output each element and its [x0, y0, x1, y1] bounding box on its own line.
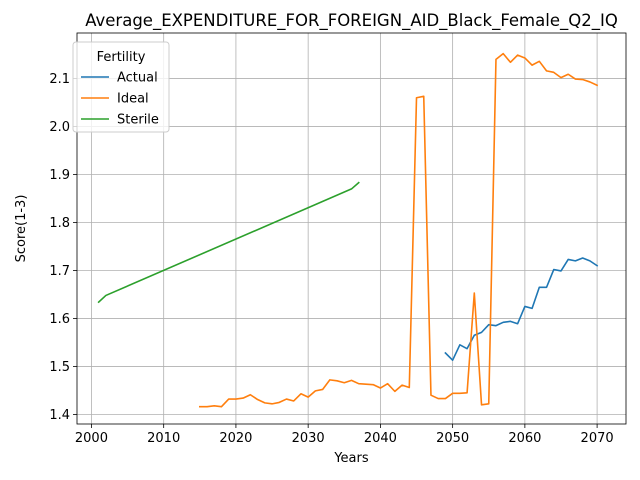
legend-label-sterile: Sterile: [117, 113, 159, 128]
x-tick-label: 2050: [436, 431, 469, 446]
x-tick-label: 2070: [581, 431, 614, 446]
x-axis-ticks: 2000 2010 2020 2030 2040 2050 2060 2070: [75, 424, 614, 446]
series-line-sterile: [97, 181, 360, 304]
x-tick-label: 2040: [364, 431, 397, 446]
grid-lines: [77, 33, 626, 424]
legend-items: Actual Ideal Sterile: [81, 71, 159, 128]
y-tick-label: 1.6: [49, 312, 70, 327]
legend-box: [72, 41, 170, 133]
chart-title: Average_EXPENDITURE_FOR_FOREIGN_AID_Blac…: [85, 11, 618, 31]
y-tick-label: 1.5: [49, 360, 70, 375]
legend-label-ideal: Ideal: [117, 92, 149, 107]
y-axis-label: Score(1-3): [14, 195, 29, 263]
series-lines: [97, 52, 599, 408]
y-tick-label: 1.9: [49, 168, 70, 183]
x-tick-label: 2010: [147, 431, 180, 446]
y-tick-label: 2.0: [49, 120, 70, 135]
y-tick-label: 1.8: [49, 216, 70, 231]
series-line-ideal: [199, 52, 599, 408]
y-tick-label: 1.7: [49, 264, 70, 279]
x-tick-label: 2000: [75, 431, 108, 446]
y-tick-label: 2.1: [49, 72, 70, 87]
x-tick-label: 2060: [508, 431, 541, 446]
legend-label-actual: Actual: [117, 71, 158, 86]
y-tick-label: 1.4: [49, 408, 70, 423]
legend-title: Fertility: [97, 50, 146, 65]
x-tick-label: 2020: [219, 431, 252, 446]
x-tick-label: 2030: [292, 431, 325, 446]
y-axis-ticks: 1.4 1.5 1.6 1.7 1.8 1.9 2.0 2.1: [49, 72, 77, 423]
plot-area-frame: [76, 32, 627, 425]
x-axis-label: Years: [333, 451, 369, 466]
legend: Fertility Actual Ideal Sterile: [72, 41, 170, 133]
